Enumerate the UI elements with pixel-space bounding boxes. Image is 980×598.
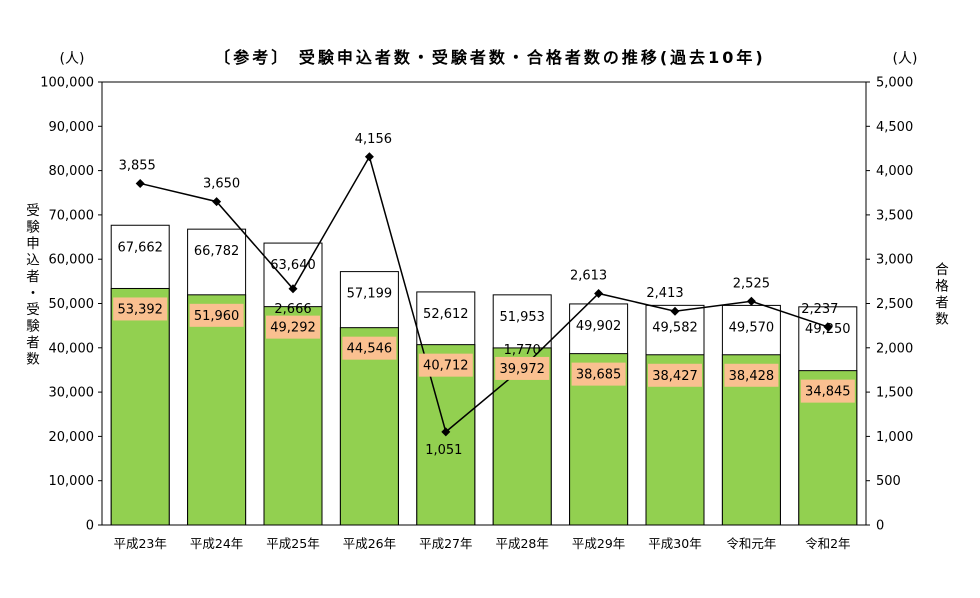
exam-value-label: 38,428 — [729, 369, 775, 384]
pass-value-label: 2,525 — [733, 276, 770, 291]
pass-value-label: 3,855 — [119, 158, 156, 173]
pass-marker — [212, 197, 222, 207]
x-tick-label: 平成26年 — [343, 536, 396, 551]
x-tick-label: 平成29年 — [572, 536, 625, 551]
exam-value-label: 38,685 — [576, 368, 622, 383]
left-tick-label: 100,000 — [40, 76, 94, 91]
exam-label-bg — [495, 356, 550, 380]
x-tick-label: 平成25年 — [266, 536, 319, 551]
exam-value-label: 38,427 — [652, 369, 698, 384]
pass-value-label: 2,613 — [570, 268, 607, 283]
pass-marker — [288, 284, 298, 294]
right-axis-title: 合格者数 — [935, 262, 949, 328]
x-tick-label: 平成24年 — [190, 536, 243, 551]
exam-value-label: 51,960 — [194, 309, 240, 324]
chart-title: 〔参考〕 受験申込者数・受験者数・合格者数の推移(過去10年) — [214, 48, 765, 67]
exam-label-bg — [800, 379, 855, 403]
right-tick-label: 2,000 — [876, 341, 913, 356]
left-tick-label: 90,000 — [49, 120, 95, 135]
left-axis-title: 受験申込者・受験者数 — [26, 203, 40, 368]
applicant-value-label: 49,250 — [805, 322, 851, 337]
x-tick-label: 平成27年 — [419, 536, 472, 551]
pass-marker — [670, 306, 680, 316]
left-tick-label: 60,000 — [49, 253, 95, 268]
left-tick-label: 40,000 — [49, 341, 95, 356]
x-tick-label: 平成28年 — [495, 536, 548, 551]
left-tick-label: 20,000 — [49, 430, 95, 445]
exam-bar — [263, 306, 323, 526]
left-tick-label: 30,000 — [49, 386, 95, 401]
exam-label-bg — [724, 363, 779, 387]
applicant-value-label: 49,902 — [576, 319, 622, 334]
pass-value-label: 3,650 — [203, 177, 240, 192]
exam-label-bg — [189, 303, 244, 327]
pass-marker — [594, 288, 604, 298]
exam-label-bg — [648, 363, 702, 387]
pass-marker — [135, 178, 145, 188]
pass-value-label: 2,666 — [274, 302, 311, 317]
pass-value-label: 1,051 — [425, 443, 462, 458]
left-tick-label: 50,000 — [49, 297, 95, 312]
exam-value-label: 44,546 — [347, 342, 393, 357]
applicant-value-label: 67,662 — [117, 240, 163, 255]
applicant-value-label: 49,582 — [652, 320, 698, 335]
pass-line — [140, 154, 829, 434]
applicant-value-label: 51,953 — [499, 310, 545, 325]
right-axis-unit: (人) — [893, 51, 918, 67]
applicant-value-label: 66,782 — [194, 244, 240, 259]
pass-value-label: 1,770 — [504, 343, 541, 358]
exam-bar — [339, 327, 399, 526]
pass-marker — [823, 322, 833, 332]
pass-value-label: 2,237 — [801, 302, 838, 317]
exam-bar — [187, 294, 247, 526]
x-tick-label: 平成30年 — [648, 536, 701, 551]
exam-label-bg — [418, 353, 473, 377]
applicant-value-label: 57,199 — [347, 287, 393, 302]
right-tick-label: 1,500 — [876, 386, 913, 401]
exam-label-bg — [571, 362, 626, 386]
pass-value-label: 2,413 — [646, 286, 683, 301]
right-tick-label: 500 — [876, 474, 901, 489]
right-tick-label: 1,000 — [876, 430, 913, 445]
pass-value-label: 4,156 — [355, 132, 392, 147]
x-tick-label: 令和2年 — [805, 536, 850, 551]
right-tick-label: 0 — [876, 519, 884, 534]
left-axis-unit: (人) — [60, 51, 85, 67]
exam-label-bg — [113, 297, 168, 321]
left-tick-label: 80,000 — [49, 164, 95, 179]
exam-value-label: 34,845 — [805, 385, 851, 400]
left-tick-label: 0 — [86, 519, 94, 534]
exam-label-bg — [266, 315, 320, 339]
right-tick-label: 2,500 — [876, 297, 913, 312]
exam-value-label: 53,392 — [117, 302, 163, 317]
right-tick-label: 4,000 — [876, 164, 913, 179]
right-tick-label: 3,500 — [876, 208, 913, 223]
applicant-value-label: 52,612 — [423, 307, 469, 322]
exam-bar — [110, 287, 170, 526]
x-tick-label: 令和元年 — [726, 536, 776, 551]
applicant-value-label: 49,570 — [729, 320, 775, 335]
right-tick-label: 4,500 — [876, 120, 913, 135]
applicant-value-label: 63,640 — [270, 258, 316, 273]
pass-marker — [746, 296, 756, 306]
left-tick-label: 70,000 — [49, 208, 95, 223]
x-tick-label: 平成23年 — [113, 536, 166, 551]
pass-marker — [441, 427, 451, 437]
exam-value-label: 49,292 — [270, 321, 316, 336]
exam-label-bg — [342, 336, 397, 360]
right-tick-label: 3,000 — [876, 253, 913, 268]
left-tick-label: 10,000 — [49, 474, 95, 489]
exam-value-label: 39,972 — [499, 362, 545, 377]
pass-marker — [364, 152, 374, 162]
exam-value-label: 40,712 — [423, 359, 469, 374]
right-tick-label: 5,000 — [876, 76, 913, 91]
